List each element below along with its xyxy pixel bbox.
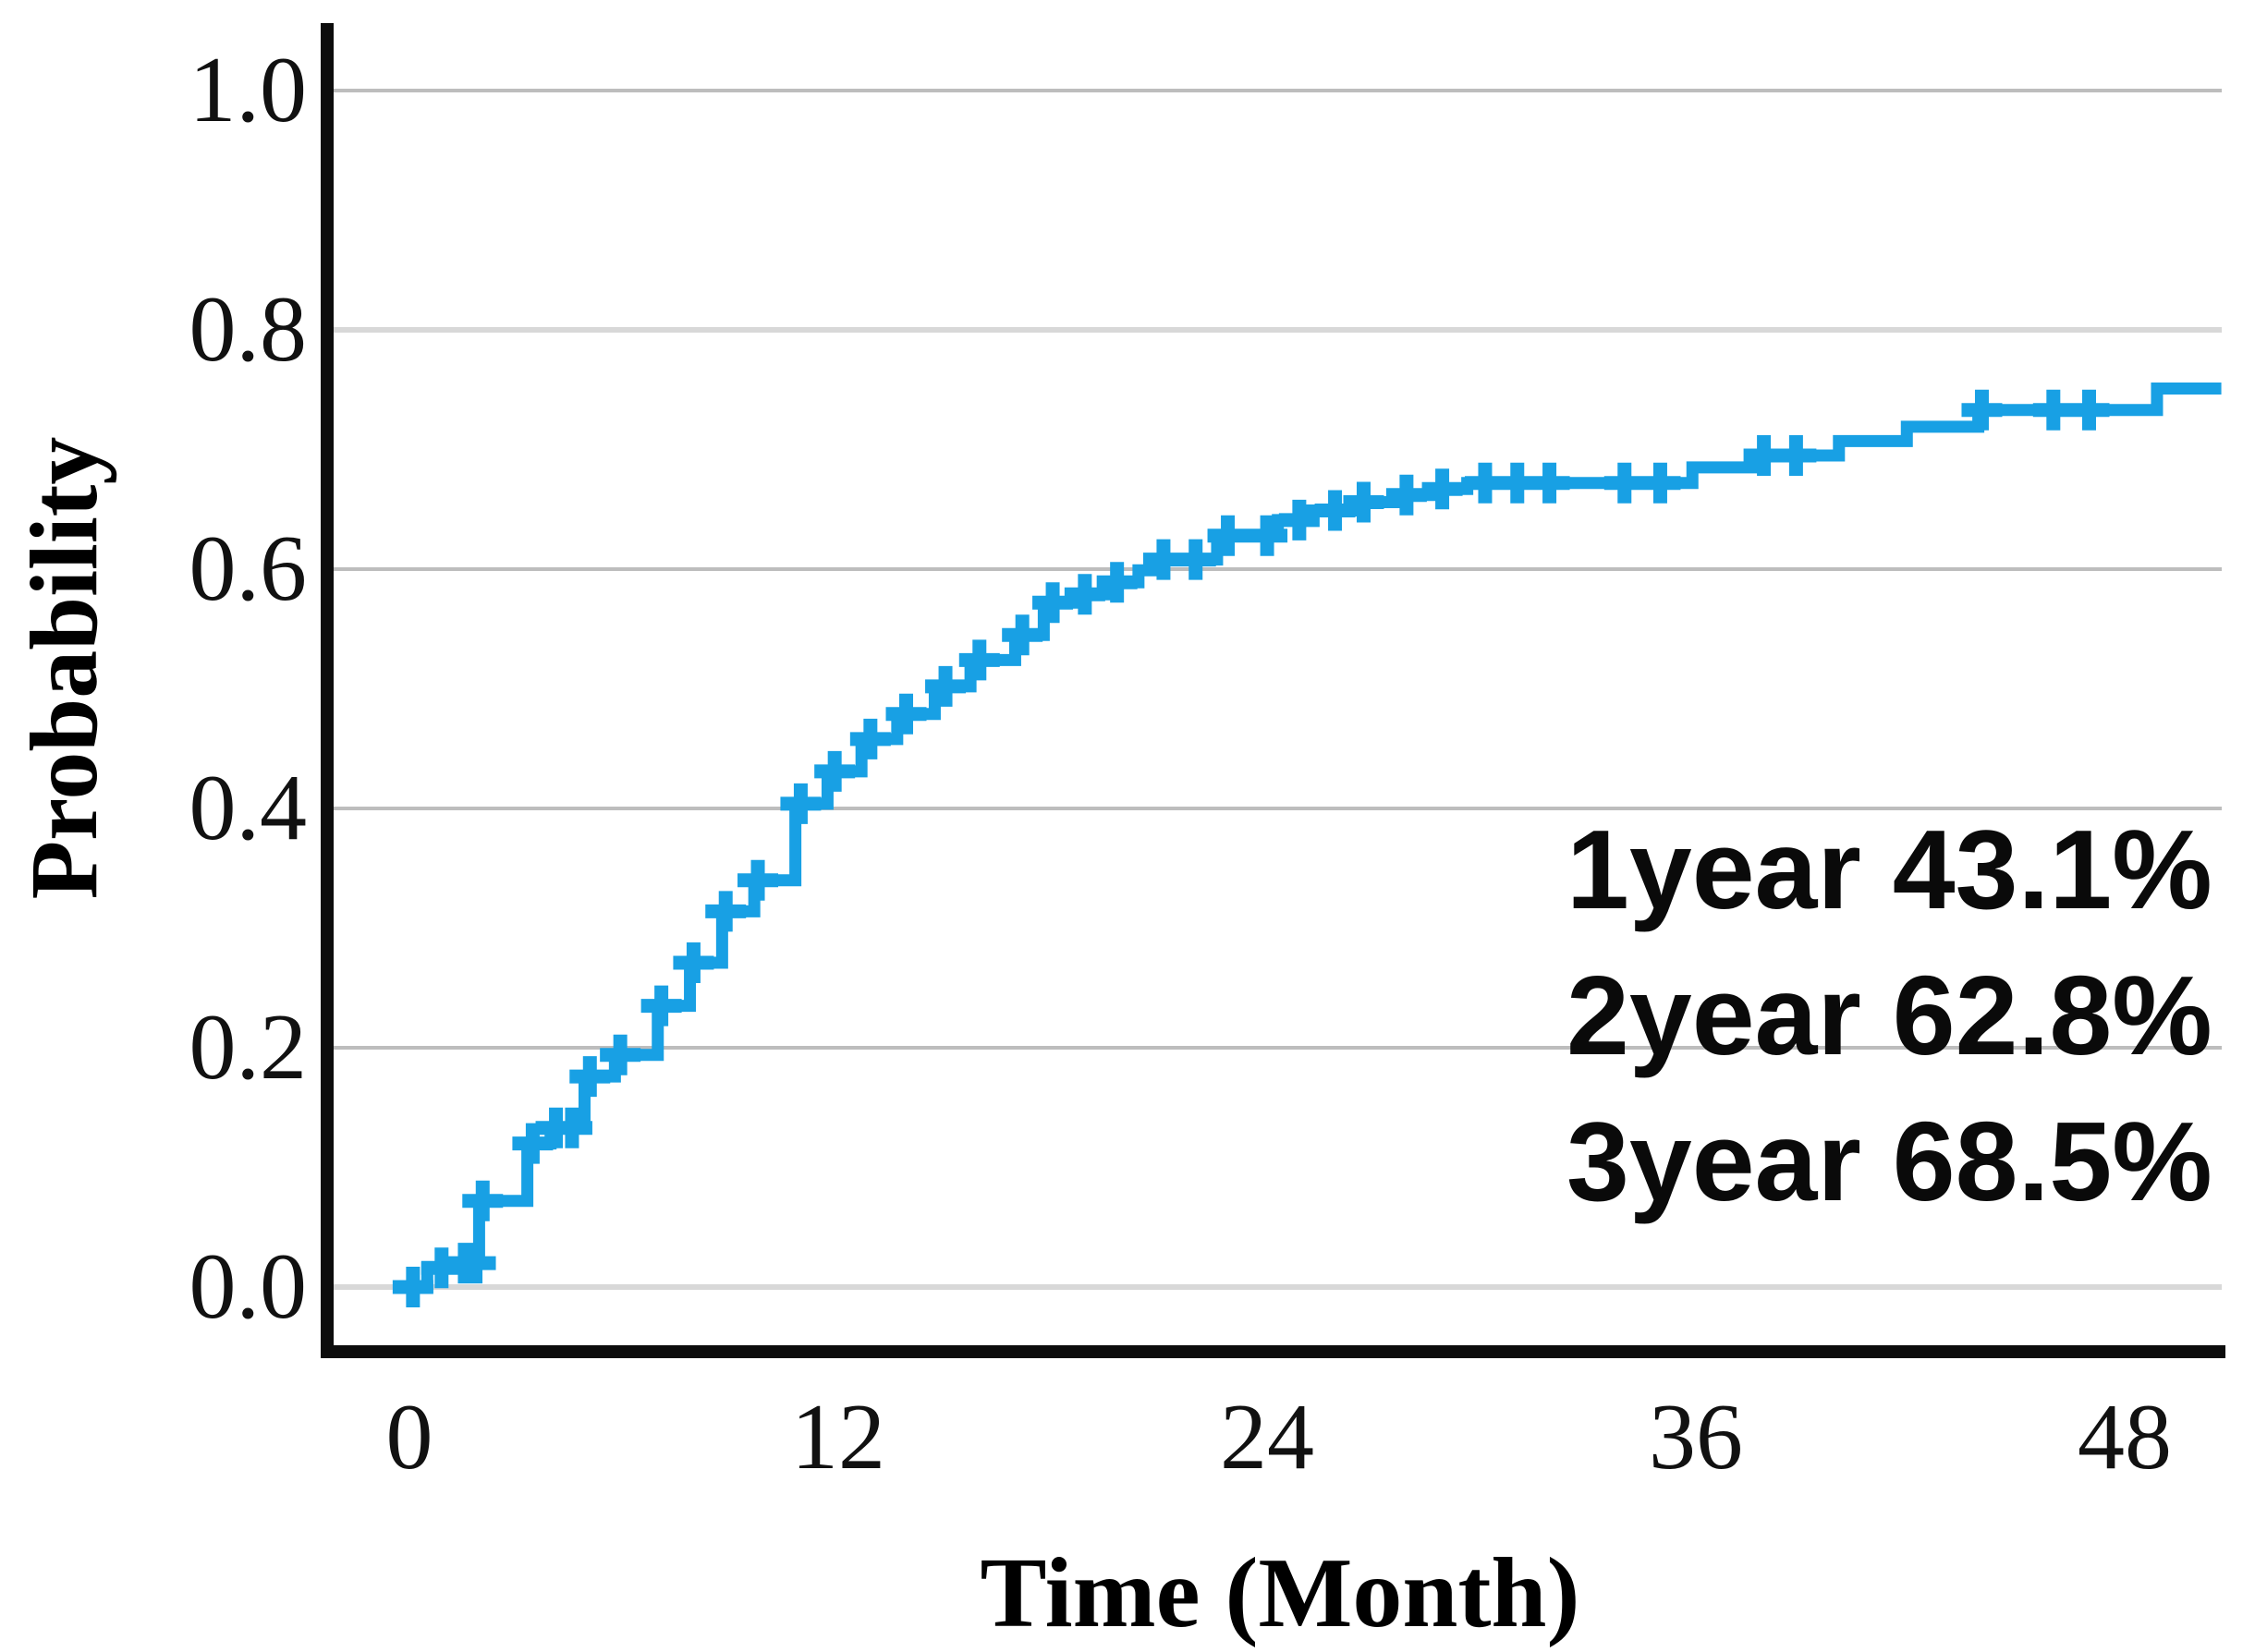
ytick-0.6: 0.6 (189, 516, 308, 621)
ytick-1.0: 1.0 (189, 38, 308, 142)
x-axis-title: Time (Month) (980, 1538, 1580, 1648)
ytick-0.0: 0.0 (189, 1234, 308, 1339)
censor-marks (392, 389, 2110, 1307)
y-axis-spine (321, 23, 334, 1358)
ytick-0.2: 0.2 (189, 995, 308, 1099)
xtick-0: 0 (385, 1385, 433, 1489)
ytick-0.8: 0.8 (189, 277, 308, 382)
y-axis-title: Probability (11, 436, 117, 900)
annotation-3year: 3year 68.5% (1566, 1099, 2212, 1224)
annotation-1year: 1year 43.1% (1566, 807, 2212, 932)
xtick-12: 12 (791, 1385, 885, 1489)
x-axis-spine (321, 1345, 2225, 1358)
ytick-0.4: 0.4 (189, 756, 308, 860)
survival-rate-annotations: 1year 43.1% 2year 62.8% 3year 68.5% (1566, 796, 2212, 1234)
xtick-24: 24 (1220, 1385, 1314, 1489)
annotation-2year: 2year 62.8% (1566, 953, 2212, 1078)
xtick-48: 48 (2078, 1385, 2172, 1489)
xtick-36: 36 (1649, 1385, 1743, 1489)
